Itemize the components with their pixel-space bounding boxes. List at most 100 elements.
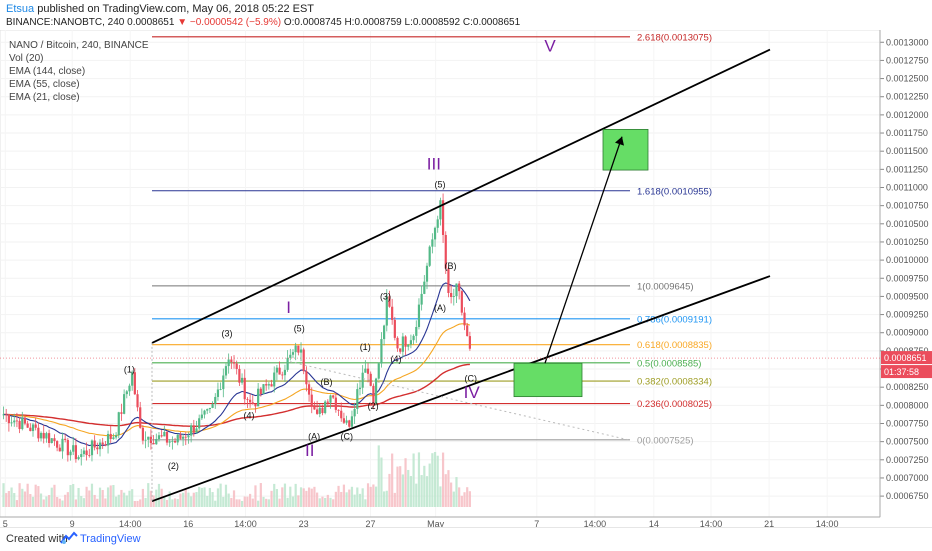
tradingview-logo-icon[interactable] <box>60 531 78 548</box>
candle-body <box>361 372 364 388</box>
candle-body <box>433 227 437 240</box>
wave-label: (2) <box>168 461 179 471</box>
x-tick-label: 14:00 <box>234 519 257 527</box>
volume-bar <box>294 483 297 507</box>
volume-bar <box>200 487 203 507</box>
volume-bar <box>74 499 77 507</box>
price-chart[interactable]: 2.618(0.0013075) 1.618(0.0010955) 1(0.0009… <box>0 30 932 527</box>
volume-bar <box>26 483 29 507</box>
y-tick-label: 0.0009500 <box>886 291 929 301</box>
candle-body <box>334 397 337 410</box>
candle-body <box>192 425 195 433</box>
volume-bar <box>157 483 161 507</box>
y-tick-label: 0.0010750 <box>886 201 929 211</box>
legend-ema55: EMA (55, close) <box>9 79 80 90</box>
candle-body <box>77 457 80 460</box>
candle-body <box>324 401 327 414</box>
volume-bar <box>423 465 426 507</box>
candle-body <box>412 335 415 341</box>
volume-bar <box>50 487 53 507</box>
volume-bar <box>64 494 67 507</box>
tradingview-brand[interactable]: TradingView <box>80 533 141 545</box>
published-text: published on TradingView.com, May 06, 20… <box>37 3 315 15</box>
candle-body <box>388 296 391 307</box>
candle-body <box>176 434 179 443</box>
candle-body <box>458 283 461 292</box>
ema-55-line <box>3 323 471 437</box>
volume-bar <box>399 466 402 507</box>
candle-body <box>407 344 410 347</box>
volume-bar <box>53 484 56 507</box>
wave-label: (A) <box>434 303 446 313</box>
x-tick-label: 14:00 <box>119 519 142 527</box>
candle-body <box>82 450 86 455</box>
candle-body <box>198 418 201 429</box>
volume-bar <box>425 476 429 507</box>
volume-bar <box>417 452 421 507</box>
candle-body <box>45 433 48 439</box>
volume-bar <box>90 483 94 507</box>
volume-bar <box>61 500 64 507</box>
candle-body <box>273 372 276 387</box>
ticker-price: 0.0008651 <box>127 17 175 28</box>
volume-bar <box>257 500 260 507</box>
candle-body <box>109 433 112 440</box>
candle-body <box>106 433 110 446</box>
volume-bar <box>171 499 174 507</box>
volume-bar <box>29 493 32 507</box>
big-wave-label: I <box>286 298 291 317</box>
candle-body <box>302 349 305 372</box>
candle-body <box>224 366 228 376</box>
y-tick-label: 0.0010000 <box>886 255 929 265</box>
candle-body <box>85 450 88 456</box>
candle-body <box>58 447 61 452</box>
target-box-iv <box>513 362 583 398</box>
ema-21-line <box>3 282 471 447</box>
author-link[interactable]: Etsua <box>6 3 35 15</box>
volume-bar <box>139 499 142 507</box>
chart-grid <box>0 30 881 518</box>
candle-body <box>64 438 67 440</box>
ema-lines <box>3 282 471 447</box>
wave-label: (B) <box>445 261 457 271</box>
price-time-axes: 0.0013000 0.0012750 0.0012500 0.0012250 0.00… <box>0 30 932 527</box>
volume-bar <box>345 492 348 507</box>
y-tick-label: 0.0010250 <box>886 237 929 247</box>
ema-144-line <box>3 363 470 427</box>
legend-symbol: NANO / Bitcoin, 240, BINANCE <box>9 40 149 51</box>
y-tick-label: 0.0007750 <box>886 418 929 428</box>
volume-bar <box>441 452 445 507</box>
volume-bar <box>254 485 257 507</box>
y-tick-label: 0.0012750 <box>886 55 929 65</box>
candle-body <box>163 431 166 437</box>
candle-body <box>401 336 404 352</box>
candle-body <box>144 439 147 441</box>
candle-body <box>409 340 413 345</box>
volume-bar <box>192 492 195 507</box>
candle-body <box>13 420 16 423</box>
volume-bar <box>219 483 222 507</box>
volume-bar <box>34 484 37 507</box>
volume-bar <box>251 498 254 507</box>
candle-body <box>243 377 246 400</box>
y-tick-label: 0.0011500 <box>886 146 928 156</box>
volume-bar <box>147 483 150 507</box>
candle-body <box>50 438 53 443</box>
volume-bar <box>5 493 8 507</box>
volume-bar <box>66 492 69 507</box>
volume-bar <box>468 491 471 507</box>
volume-bar <box>23 491 27 507</box>
volume-bar <box>243 496 246 507</box>
volume-bar <box>144 497 147 507</box>
volume-bar <box>224 484 228 507</box>
volume-bar <box>299 487 303 507</box>
candle-body <box>431 239 434 247</box>
volume-bar <box>227 493 230 507</box>
candle-body <box>157 435 161 439</box>
candle-body <box>275 367 279 373</box>
wave-label: (3) <box>380 291 391 301</box>
x-tick-label: 7 <box>534 519 539 527</box>
candle-body <box>289 354 292 358</box>
volume-bar <box>165 499 169 507</box>
volume-bar <box>13 493 16 507</box>
